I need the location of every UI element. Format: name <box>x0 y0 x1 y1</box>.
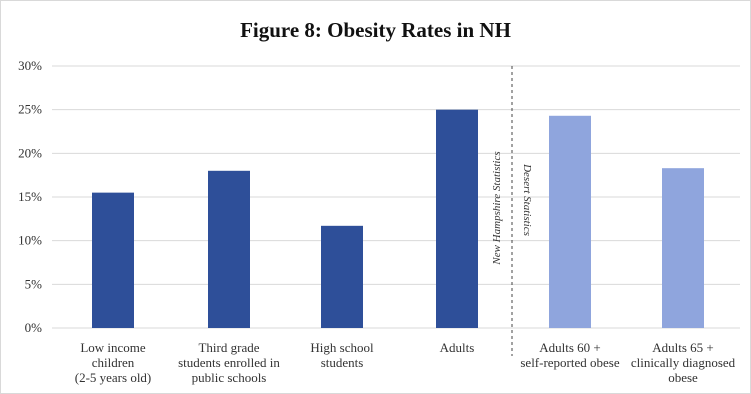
y-tick-label: 10% <box>18 233 42 248</box>
bar <box>321 225 363 328</box>
y-tick-label: 5% <box>25 276 43 291</box>
x-tick-label: Third grade students enrolled in public sc… <box>178 340 280 385</box>
bar <box>662 168 704 328</box>
x-tick-label: Adults <box>440 340 475 355</box>
x-tick-label: Low income children (2-5 years old) <box>75 340 152 385</box>
y-axis-ticks: 0% 5% 10% 15% 20% 25% 30% <box>18 58 42 335</box>
y-tick-label: 30% <box>18 58 42 73</box>
gridlines <box>52 65 740 329</box>
y-tick-label: 20% <box>18 145 42 160</box>
bar <box>92 192 134 328</box>
bars <box>92 109 704 329</box>
x-tick-label: Adults 65 + clinically diagnosed obese <box>631 340 736 385</box>
x-axis-labels: Low income children (2-5 years old) Third g… <box>75 340 736 385</box>
bar <box>208 170 250 328</box>
section-divider: New Hampshire Statistics Desert Statistic… <box>491 66 533 356</box>
x-tick-label: Adults 60 + self-reported obese <box>520 340 619 370</box>
divider-label-left: New Hampshire Statistics <box>491 151 503 265</box>
y-tick-label: 25% <box>18 102 42 117</box>
chart-title: Figure 8: Obesity Rates in NH <box>240 18 511 42</box>
x-tick-label: High school students <box>310 340 374 370</box>
y-tick-label: 0% <box>25 320 43 335</box>
bar <box>549 115 591 328</box>
y-tick-label: 15% <box>18 189 42 204</box>
divider-label-right: Desert Statistics <box>521 163 533 236</box>
bar <box>436 109 478 329</box>
